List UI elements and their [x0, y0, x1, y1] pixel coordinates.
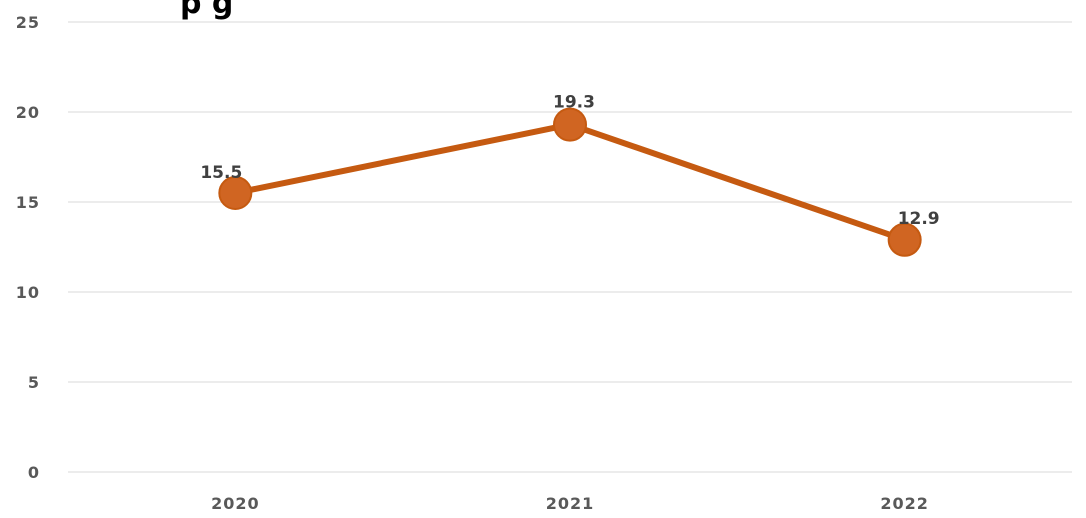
data-label-2020: 15.5: [200, 163, 242, 183]
x-axis-tick-labels: 2020 2021 2022: [211, 494, 929, 513]
gridlines: [68, 21, 1072, 473]
data-point-2021: [553, 107, 587, 142]
x-tick-label-2020: 2020: [211, 494, 260, 513]
data-label-2021: 19.3: [553, 93, 595, 113]
y-axis-tick-labels: 0 5 10 15 20 25: [16, 13, 40, 482]
y-tick-label-20: 20: [16, 103, 40, 122]
series-line: [232, 121, 908, 243]
series-markers: [218, 107, 922, 257]
data-point-2022: [887, 222, 922, 257]
y-tick-label-0: 0: [28, 463, 40, 482]
chart-title: p g: [180, 0, 234, 21]
y-tick-label-10: 10: [16, 283, 40, 302]
series-line-layer: [232, 121, 908, 243]
data-labels: 15.5 19.3 12.9: [200, 93, 939, 229]
data-point-2020: [218, 176, 253, 210]
x-tick-label-2022: 2022: [880, 494, 929, 513]
y-tick-label-25: 25: [16, 13, 40, 32]
y-tick-label-5: 5: [28, 373, 40, 392]
x-tick-label-2021: 2021: [546, 494, 595, 513]
y-tick-label-15: 15: [16, 193, 40, 212]
data-label-2022: 12.9: [898, 209, 940, 229]
